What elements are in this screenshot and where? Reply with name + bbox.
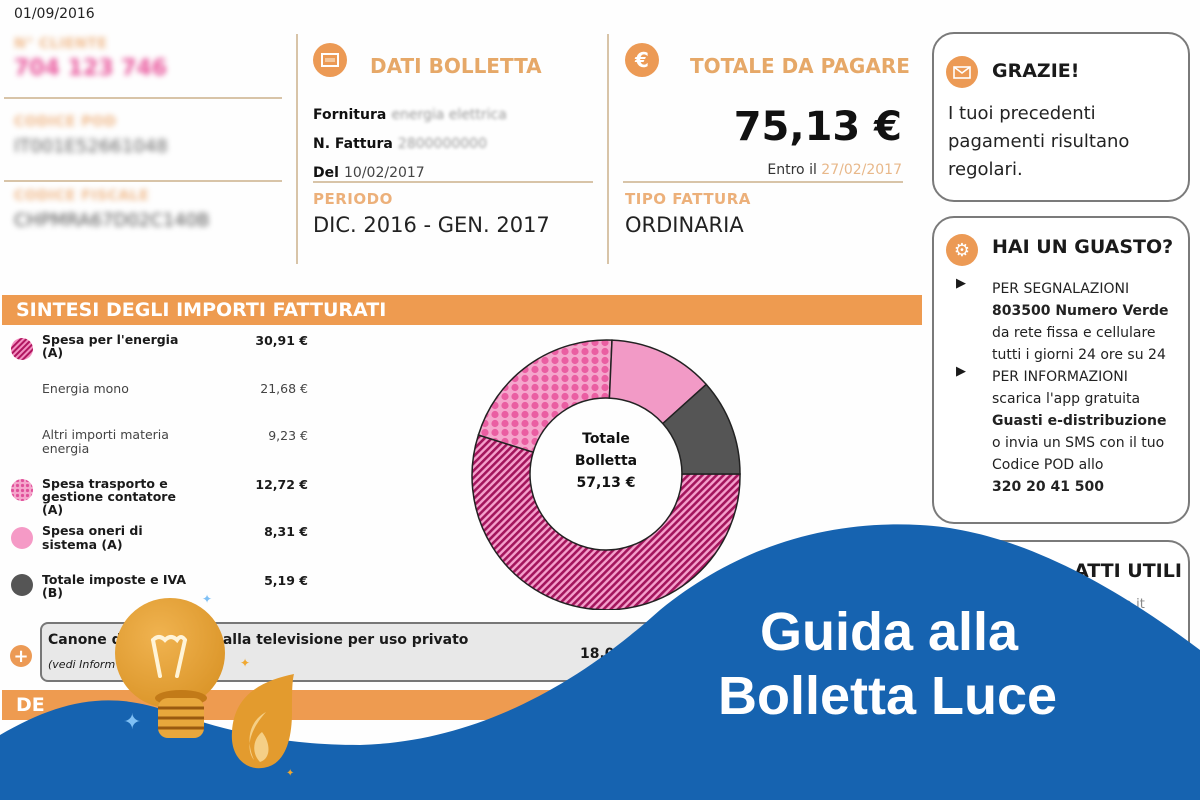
grazie-card: GRAZIE! I tuoi precedenti pagamenti risu… <box>932 32 1190 202</box>
due-date-value: 27/02/2017 <box>821 162 902 178</box>
row-amount-transport: 12,72 € <box>255 477 308 492</box>
row-label-altri-importi: Altri importi materia energia <box>42 427 169 456</box>
sparkle-icon: ✦ <box>286 768 295 779</box>
tipo-fattura-label: TIPO FATTURA <box>625 190 751 208</box>
periodo-label: PERIODO <box>313 190 393 208</box>
row-label-energy: Spesa per l'energia (A) <box>42 332 179 360</box>
guide-title-line1: Guida alla <box>760 602 1019 662</box>
row-label-imposte: Totale imposte e IVA (B) <box>42 572 187 600</box>
donut-center-label: Totale Bolletta 57,13 € <box>470 428 742 494</box>
legend-dot-oneri <box>11 527 33 549</box>
sparkle-icon: ✦ <box>202 592 213 606</box>
donut-center-total: 57,13 € <box>576 475 636 491</box>
dati-bolletta-title: DATI BOLLETTA <box>370 54 542 78</box>
divider <box>607 34 609 264</box>
sms-number: 320 20 41 500 <box>992 479 1105 495</box>
guasto-segnalazioni: PER SEGNALAZIONI 803500 Numero Verde da … <box>992 278 1182 498</box>
fiscal-info: CODICE FISCALE CHPMRA67D02C140B <box>14 188 284 231</box>
canone-label-b: to alla televisione per uso privato <box>201 632 469 648</box>
arrow-icon: ▶ <box>956 276 966 291</box>
due-date: Entro il 27/02/2017 <box>640 162 902 178</box>
fiscal-code-value: CHPMRA67D02C140B <box>14 210 210 231</box>
numero-verde: 803500 Numero Verde <box>992 303 1169 319</box>
del-label: Del <box>313 165 339 181</box>
lightbulb-icon <box>115 598 225 708</box>
donut-center-line: Totale <box>582 431 630 447</box>
divider <box>623 181 903 183</box>
guasto-text: tutti i giorni 24 ore su 24 <box>992 347 1166 363</box>
totale-title: TOTALE DA PAGARE <box>690 54 910 78</box>
row-amount-energy: 30,91 € <box>255 333 308 348</box>
totale-amount: 75,13 € <box>733 104 902 150</box>
donut-chart: Totale Bolletta 57,13 € <box>470 338 742 611</box>
client-number-value: 704 123 746 <box>14 56 168 81</box>
legend-dot-transport <box>10 478 34 506</box>
divider <box>4 180 282 182</box>
document-date: 01/09/2016 <box>14 6 95 22</box>
divider <box>4 97 282 99</box>
informazioni-title: PER INFORMAZIONI <box>992 369 1128 385</box>
gear-icon: ⚙ <box>946 234 978 266</box>
fornitura-value: energia elettrica <box>391 107 507 123</box>
guide-title: Guida alla Bolletta Luce <box>718 600 1178 728</box>
sparkle-icon: ✦ <box>123 710 142 735</box>
sintesi-banner: SINTESI DEGLI IMPORTI FATTURATI <box>2 295 922 325</box>
bill-icon <box>313 43 347 77</box>
legend-dot-energy <box>10 337 34 365</box>
row-amount-imposte: 5,19 € <box>264 573 308 588</box>
guasto-text: Codice POD allo <box>992 457 1104 473</box>
divider <box>313 181 593 183</box>
euro-icon: € <box>625 43 659 77</box>
app-name: Guasti e-distribuzione <box>992 413 1167 429</box>
envelope-icon <box>946 56 978 88</box>
dati-bolletta-details: Fornitura energia elettrica N. Fattura 2… <box>313 100 507 187</box>
flame-icon <box>226 672 298 772</box>
contatti-title: ATTI UTILI <box>1074 560 1182 582</box>
fattura-value: 2800000000 <box>397 136 487 152</box>
fattura-label: N. Fattura <box>313 136 393 152</box>
row-label-oneri: Spesa oneri di sistema (A) <box>42 523 143 552</box>
periodo-value: DIC. 2016 - GEN. 2017 <box>313 213 550 237</box>
divider <box>296 34 298 264</box>
canone-label: Canone d to alla televisione per uso priv… <box>48 632 468 648</box>
canone-sub: (vedi Inform <box>48 658 116 671</box>
guasto-text: o invia un SMS con il tuo <box>992 435 1165 451</box>
canone-label-a: Canone d <box>48 632 122 648</box>
tipo-fattura-value: ORDINARIA <box>625 213 744 237</box>
segnalazioni-title: PER SEGNALAZIONI <box>992 281 1130 297</box>
guide-title-line2: Bolletta Luce <box>718 666 1058 726</box>
plus-icon: + <box>10 645 32 667</box>
guasto-text: da rete fissa e cellulare <box>992 325 1156 341</box>
lightbulb-base-icon <box>150 690 212 750</box>
canone-sub-text: vedi Inform <box>52 658 116 671</box>
sparkle-icon: ✦ <box>240 656 251 670</box>
pod-value: IT001E52661048 <box>14 136 168 157</box>
pod-info: CODICE POD IT001E52661048 <box>14 114 284 157</box>
row-amount-energia-mono: 21,68 € <box>260 381 308 396</box>
client-number-label: N° CLIENTE <box>14 36 108 52</box>
del-value: 10/02/2017 <box>344 165 425 181</box>
row-amount-oneri: 8,31 € <box>264 524 308 539</box>
fiscal-code-label: CODICE FISCALE <box>14 188 150 204</box>
client-info: N° CLIENTE 704 123 746 <box>14 36 284 81</box>
legend-dot-imposte <box>11 574 33 596</box>
guasto-card: ⚙ HAI UN GUASTO? ▶ PER SEGNALAZIONI 8035… <box>932 216 1190 524</box>
row-amount-altri-importi: 9,23 € <box>268 428 308 443</box>
due-date-label: Entro il <box>767 162 817 178</box>
pod-label: CODICE POD <box>14 114 117 130</box>
grazie-text: I tuoi precedenti pagamenti risultano re… <box>948 103 1130 180</box>
grazie-title: GRAZIE! <box>992 60 1080 82</box>
fornitura-label: Fornitura <box>313 107 387 123</box>
donut-center-line: Bolletta <box>574 453 638 469</box>
guasto-title: HAI UN GUASTO? <box>992 236 1174 258</box>
row-label-transport: Spesa trasporto e gestione contatore (A) <box>42 476 176 517</box>
arrow-icon: ▶ <box>956 364 966 379</box>
guasto-text: scarica l'app gratuita <box>992 391 1141 407</box>
row-label-energia-mono: Energia mono <box>42 381 129 396</box>
